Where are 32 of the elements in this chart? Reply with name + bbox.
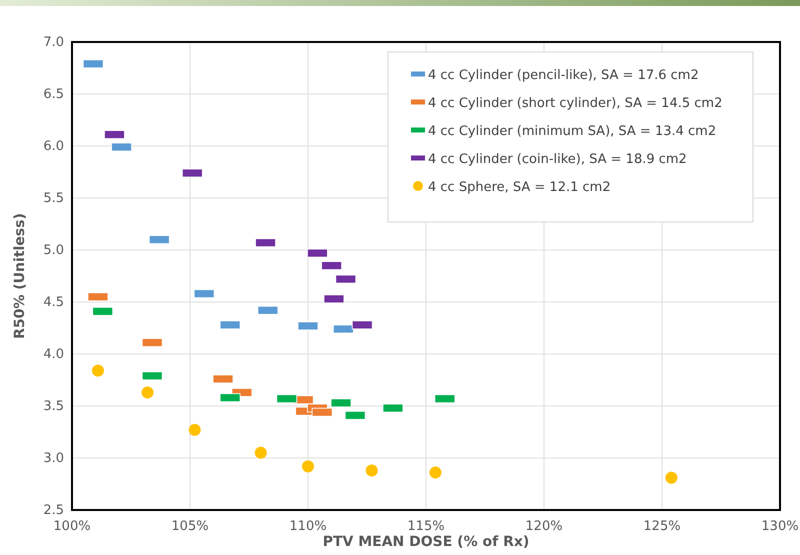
x-tick-label: 110% bbox=[289, 519, 327, 534]
x-tick-label: 125% bbox=[643, 519, 681, 534]
point bbox=[142, 386, 154, 398]
y-tick-label: 5.5 bbox=[43, 191, 64, 206]
x-tick-label: 130% bbox=[761, 519, 799, 534]
y-tick-label: 6.5 bbox=[43, 87, 64, 102]
point bbox=[302, 460, 314, 472]
y-tick-label: 4.5 bbox=[43, 295, 64, 310]
legend-label: 4 cc Cylinder (coin-like), SA = 18.9 cm2 bbox=[428, 152, 687, 167]
y-axis-title: R50% (Unitless) bbox=[12, 213, 28, 339]
x-tick-label: 105% bbox=[171, 519, 209, 534]
y-tick-label: 6.0 bbox=[43, 139, 64, 154]
point bbox=[254, 446, 267, 459]
x-tick-label: 115% bbox=[407, 519, 445, 534]
point bbox=[429, 466, 442, 479]
x-tick-label: 120% bbox=[525, 519, 563, 534]
y-tick-label: 5.0 bbox=[43, 243, 64, 258]
x-tick-label: 100% bbox=[53, 519, 91, 534]
legend-label: 4 cc Cylinder (minimum SA), SA = 13.4 cm2 bbox=[428, 124, 716, 139]
y-tick-label: 4.0 bbox=[43, 347, 64, 362]
point bbox=[665, 472, 678, 484]
point bbox=[366, 464, 378, 476]
y-tick-label: 2.5 bbox=[43, 503, 64, 518]
y-tick-label: 3.0 bbox=[43, 451, 64, 466]
legend-label: 4 cc Cylinder (pencil-like), SA = 17.6 cm2 bbox=[428, 68, 699, 83]
legend-label: 4 cc Sphere, SA = 12.1 cm2 bbox=[428, 180, 611, 195]
legend-label: 4 cc Cylinder (short cylinder), SA = 14.5 cm2 bbox=[428, 96, 722, 111]
x-axis-title: PTV MEAN DOSE (% of Rx) bbox=[322, 534, 530, 550]
point bbox=[188, 424, 201, 436]
point bbox=[92, 364, 104, 377]
y-tick-label: 3.5 bbox=[43, 399, 64, 414]
y-tick-label: 7.0 bbox=[43, 35, 64, 50]
